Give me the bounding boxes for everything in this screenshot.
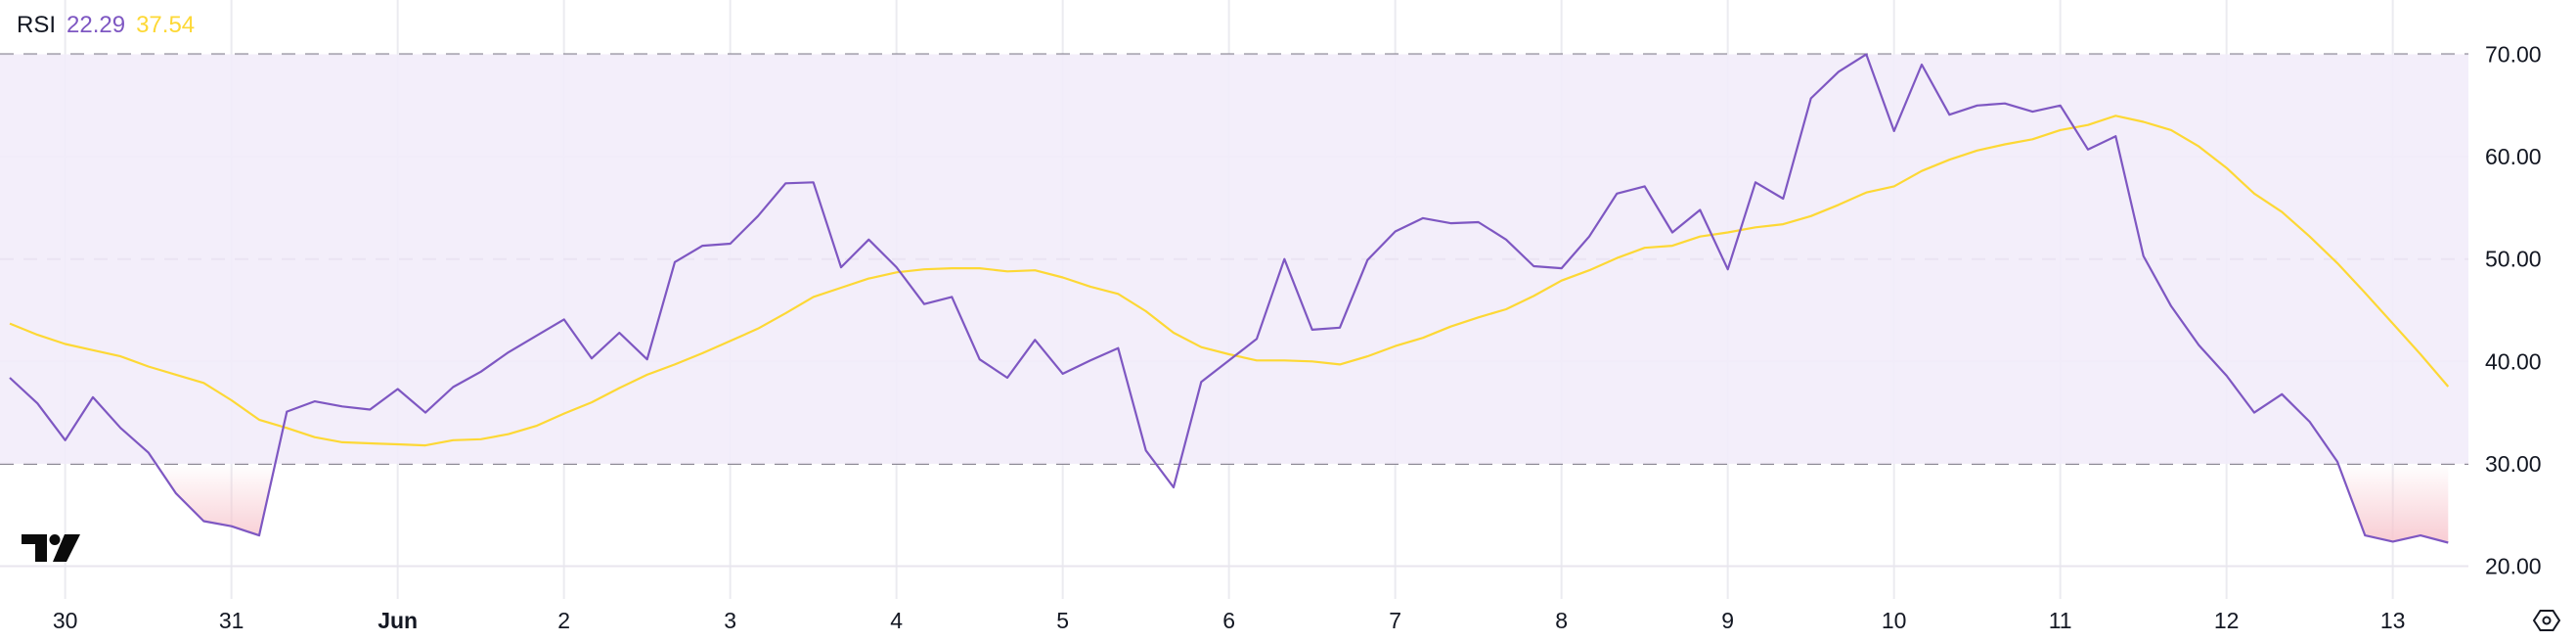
y-tick-label: 70.00 [2485,42,2542,68]
y-tick-label: 60.00 [2485,144,2542,169]
series-lines [9,53,2450,544]
oversold-area [10,463,2449,543]
x-tick-label: 31 [219,608,244,633]
x-tick-label: 6 [1222,608,1235,633]
band-background [0,54,2468,464]
rsi-ma-value: 37.54 [136,12,196,38]
oversold-region [10,463,2449,543]
x-tick-label: 2 [557,608,570,633]
x-tick-label: 10 [1882,608,1907,633]
legend: RSI 22.29 37.54 [17,12,195,39]
x-tick-label: 5 [1056,608,1069,633]
x-tick-label: 30 [53,608,78,633]
tradingview-logo[interactable] [22,534,80,562]
rsi-value: 22.29 [67,12,126,38]
x-tick-label: 7 [1389,608,1401,633]
oversold-fill [10,463,2449,543]
price-axis[interactable]: 70.00 60.00 50.00 40.00 30.00 20.00 [2485,42,2542,579]
rsi-line [9,53,2449,544]
x-tick-label: 4 [890,608,903,633]
rsi-ma-line [9,115,2450,447]
x-tick-label: 9 [1721,608,1734,633]
x-tick-label: Jun [378,608,418,633]
x-tick-label: 11 [2049,608,2072,633]
y-tick-label: 20.00 [2485,554,2542,579]
rsi-band [0,54,2468,464]
indicator-name[interactable]: RSI [17,12,57,38]
time-axis[interactable]: 30 31 Jun 2 3 4 5 6 7 8 9 10 11 12 13 [53,608,2406,633]
y-tick-label: 30.00 [2485,451,2542,477]
x-tick-label: 13 [2380,608,2406,633]
y-tick-label: 50.00 [2485,247,2542,272]
y-tick-label: 40.00 [2485,348,2542,374]
x-tick-label: 12 [2214,608,2240,633]
hexagon-eye-icon[interactable] [2532,610,2561,631]
x-tick-label: 3 [724,608,736,633]
x-tick-label: 8 [1555,608,1568,633]
